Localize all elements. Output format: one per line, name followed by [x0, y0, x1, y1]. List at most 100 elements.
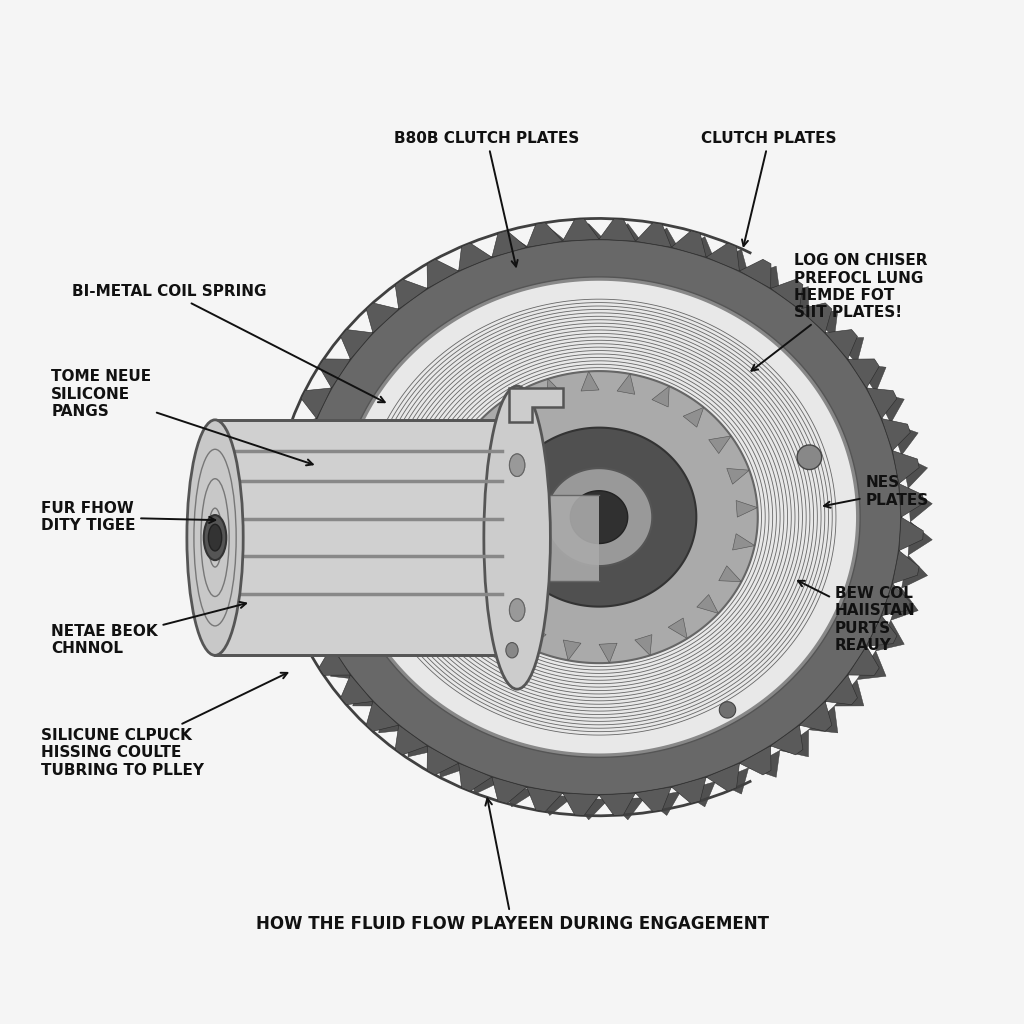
Polygon shape — [301, 388, 332, 419]
Text: LOG ON CHISER
PREFOCL LUNG
HEMDE FOT
SIIT PLATES!: LOG ON CHISER PREFOCL LUNG HEMDE FOT SII… — [752, 253, 927, 371]
Polygon shape — [501, 781, 536, 807]
Polygon shape — [331, 364, 359, 392]
Polygon shape — [408, 730, 436, 757]
Polygon shape — [771, 280, 803, 309]
Polygon shape — [279, 451, 306, 483]
Polygon shape — [608, 223, 645, 246]
Polygon shape — [298, 423, 326, 456]
Polygon shape — [599, 793, 636, 815]
Polygon shape — [468, 768, 501, 794]
Polygon shape — [891, 588, 919, 621]
Polygon shape — [352, 680, 382, 706]
Polygon shape — [716, 768, 749, 794]
Polygon shape — [652, 386, 670, 407]
Polygon shape — [635, 635, 652, 655]
Polygon shape — [436, 266, 468, 293]
Polygon shape — [395, 280, 427, 309]
Polygon shape — [501, 237, 536, 262]
Ellipse shape — [510, 599, 524, 622]
Polygon shape — [727, 468, 750, 484]
Polygon shape — [427, 259, 459, 289]
Polygon shape — [899, 517, 924, 551]
Text: SILICUNE CLPUCK
HISSING COULTE
TUBRING TO PLLEY: SILICUNE CLPUCK HISSING COULTE TUBRING T… — [41, 673, 288, 777]
Polygon shape — [736, 501, 758, 517]
Polygon shape — [707, 763, 739, 792]
Polygon shape — [338, 276, 860, 758]
Polygon shape — [797, 445, 821, 470]
Polygon shape — [571, 223, 608, 246]
Polygon shape — [599, 643, 617, 663]
Ellipse shape — [510, 454, 524, 476]
Polygon shape — [739, 745, 771, 775]
Polygon shape — [800, 701, 831, 731]
Polygon shape — [608, 798, 645, 820]
Polygon shape — [367, 701, 398, 731]
Polygon shape — [599, 219, 636, 242]
Polygon shape — [509, 388, 563, 422]
Polygon shape — [866, 388, 897, 419]
Polygon shape — [739, 259, 771, 289]
Polygon shape — [668, 618, 687, 639]
Polygon shape — [285, 521, 308, 555]
Polygon shape — [297, 240, 901, 795]
Text: FUR FHOW
DITY TIGEE: FUR FHOW DITY TIGEE — [41, 501, 215, 534]
Polygon shape — [285, 488, 308, 521]
Ellipse shape — [510, 454, 524, 476]
Polygon shape — [367, 303, 398, 333]
Text: NES
PLATES: NES PLATES — [824, 475, 929, 508]
Polygon shape — [901, 456, 928, 488]
Polygon shape — [301, 615, 332, 646]
Polygon shape — [408, 287, 436, 313]
Polygon shape — [288, 584, 316, 615]
Polygon shape — [570, 490, 628, 544]
Polygon shape — [467, 581, 489, 598]
Polygon shape — [479, 421, 502, 439]
Polygon shape — [436, 751, 468, 777]
Polygon shape — [459, 243, 492, 271]
Polygon shape — [581, 372, 599, 391]
Text: BEW COL
HAIISTAN
PURTS
REAUY: BEW COL HAIISTAN PURTS REAUY — [798, 581, 915, 653]
Polygon shape — [562, 219, 599, 242]
Polygon shape — [749, 751, 780, 777]
Polygon shape — [492, 777, 526, 804]
Polygon shape — [341, 280, 857, 755]
Polygon shape — [709, 436, 731, 454]
Polygon shape — [892, 551, 920, 584]
Polygon shape — [312, 392, 341, 423]
Polygon shape — [771, 725, 803, 755]
Polygon shape — [546, 468, 652, 566]
Polygon shape — [279, 551, 306, 584]
Text: BI-METAL COIL SPRING: BI-METAL COIL SPRING — [72, 285, 385, 402]
Polygon shape — [318, 646, 350, 675]
Polygon shape — [617, 374, 635, 394]
Polygon shape — [526, 222, 562, 247]
Polygon shape — [440, 517, 462, 534]
Polygon shape — [502, 428, 696, 606]
Polygon shape — [457, 453, 479, 468]
Polygon shape — [857, 364, 886, 392]
Polygon shape — [468, 250, 501, 275]
Polygon shape — [857, 651, 886, 680]
Polygon shape — [636, 222, 672, 247]
Polygon shape — [719, 701, 735, 718]
Polygon shape — [780, 730, 809, 757]
Polygon shape — [809, 310, 838, 338]
Polygon shape — [672, 230, 707, 257]
Polygon shape — [495, 607, 515, 627]
Polygon shape — [318, 359, 350, 388]
Polygon shape — [825, 675, 857, 705]
Polygon shape — [312, 621, 341, 651]
Polygon shape — [298, 588, 326, 621]
Ellipse shape — [204, 515, 226, 560]
Polygon shape — [636, 787, 672, 812]
Polygon shape — [341, 330, 373, 359]
Text: B80B CLUTCH PLATES: B80B CLUTCH PLATES — [394, 131, 580, 266]
Polygon shape — [341, 675, 373, 705]
Polygon shape — [395, 725, 427, 755]
Polygon shape — [835, 338, 864, 364]
Polygon shape — [440, 371, 758, 664]
Polygon shape — [511, 395, 530, 416]
Polygon shape — [546, 379, 563, 399]
Polygon shape — [562, 793, 599, 815]
Polygon shape — [891, 423, 919, 456]
